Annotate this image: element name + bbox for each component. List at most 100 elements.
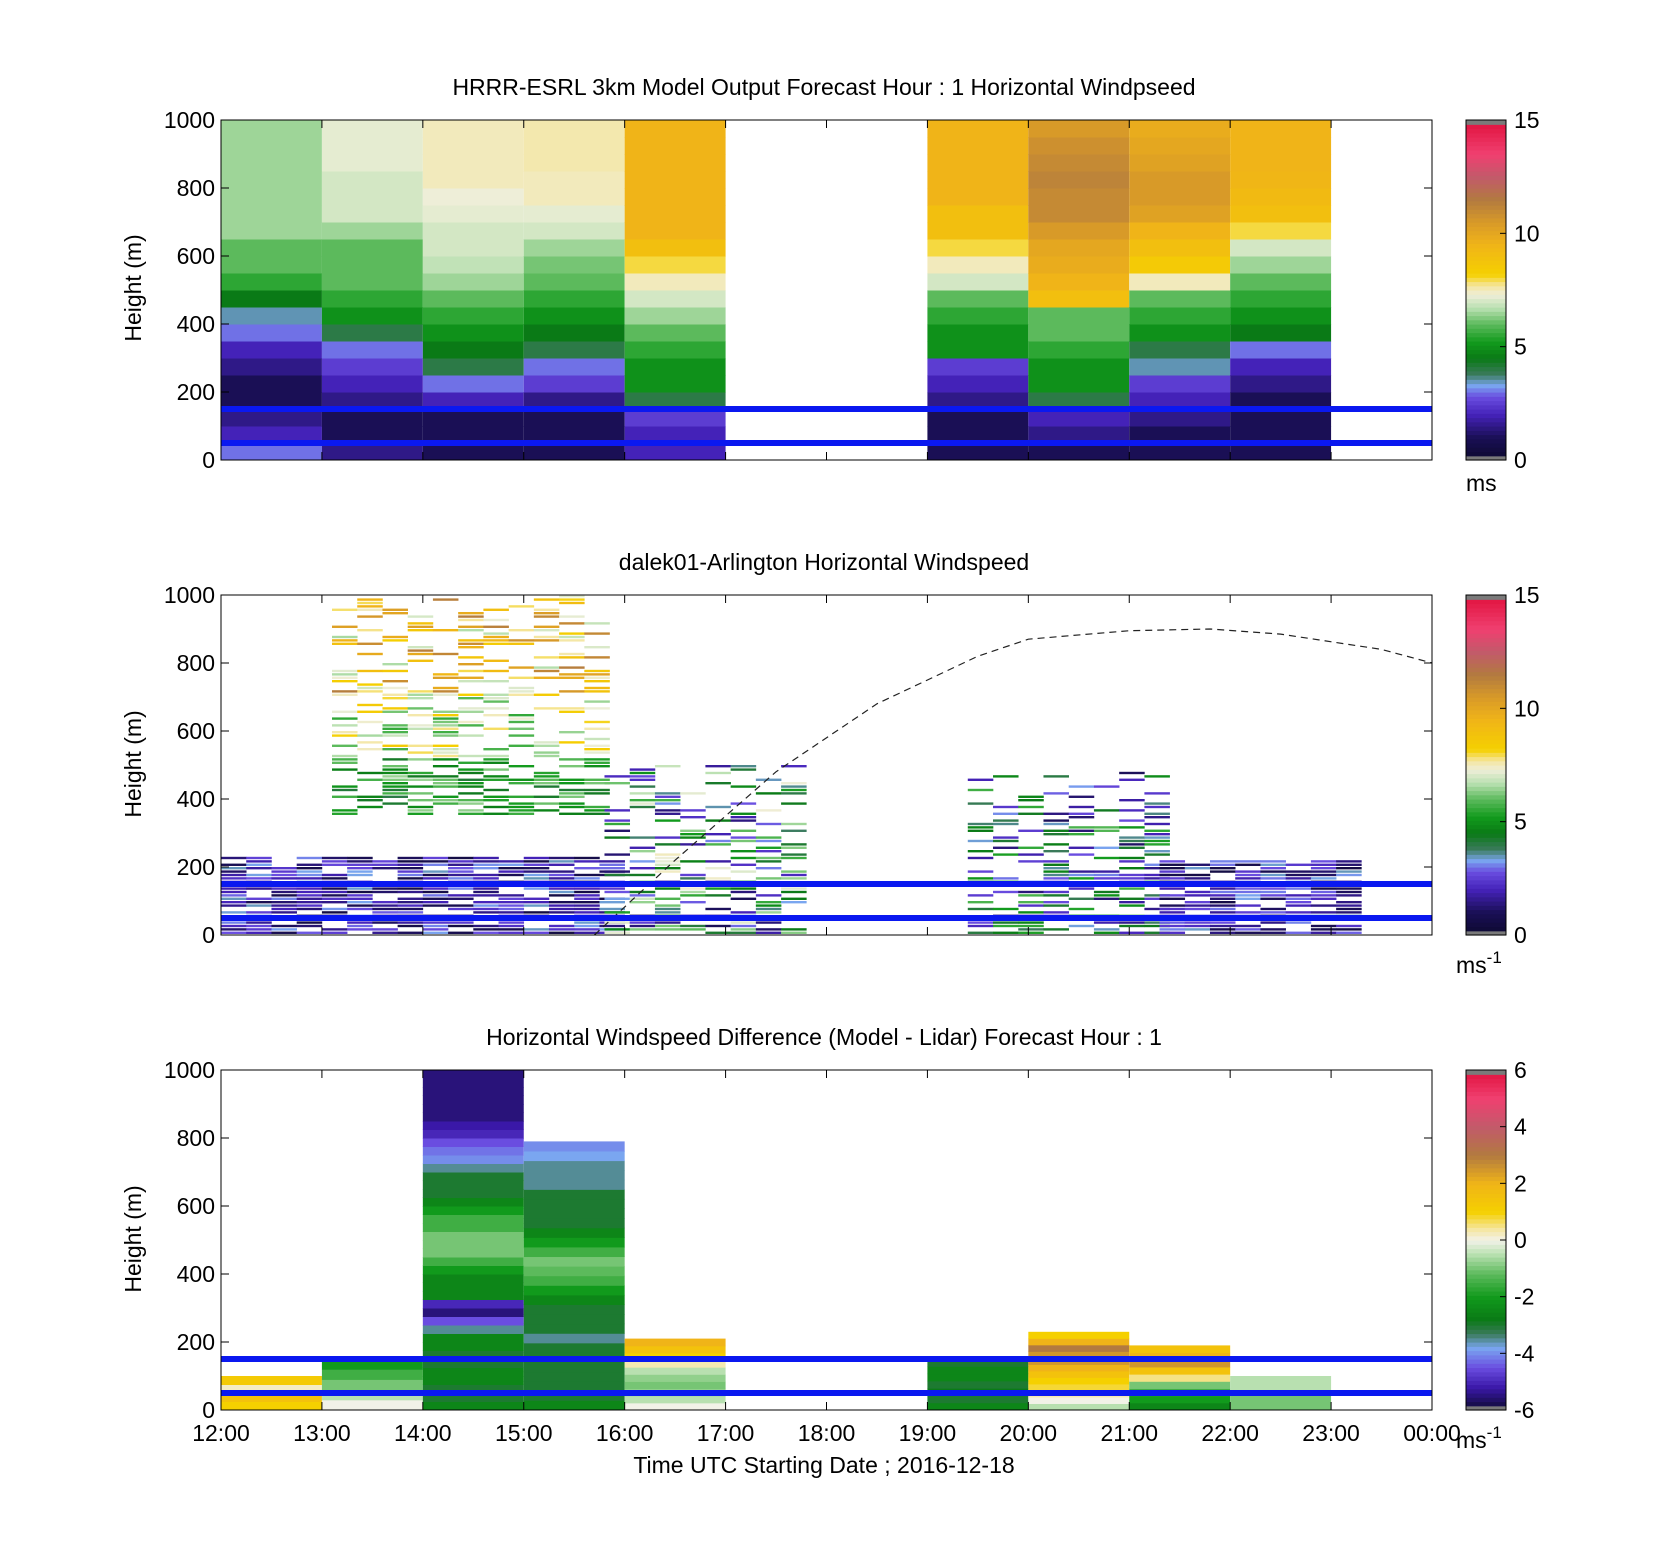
heatmap-cell xyxy=(624,443,726,461)
lidar-streak xyxy=(523,901,550,904)
lidar-streak xyxy=(1209,890,1236,894)
colorbar-band xyxy=(1466,1333,1506,1339)
lidar-streak xyxy=(1159,924,1186,928)
lidar-streak xyxy=(296,931,323,934)
heatmap-cell xyxy=(523,120,625,138)
lidar-streak xyxy=(548,901,575,904)
lidar-streak xyxy=(548,860,575,863)
lidar-streak xyxy=(407,659,434,662)
colorbar-band xyxy=(1466,671,1506,677)
lidar-streak xyxy=(1093,931,1120,934)
colorbar-tick-label: 10 xyxy=(1514,220,1540,246)
lidar-streak xyxy=(432,748,459,751)
colorbar-band xyxy=(1466,1167,1506,1173)
lidar-streak xyxy=(382,710,408,713)
heatmap-cell xyxy=(221,358,322,376)
lidar-streak xyxy=(508,795,535,798)
lidar-streak xyxy=(508,629,535,632)
lidar-streak xyxy=(321,860,348,863)
lidar-streak xyxy=(296,904,323,907)
lidar-streak xyxy=(458,710,484,713)
lidar-streak xyxy=(559,632,585,635)
lidar-streak xyxy=(1119,856,1145,860)
lidar-streak xyxy=(296,867,323,870)
lidar-streak xyxy=(1093,877,1120,880)
lidar-streak xyxy=(1336,890,1362,894)
lidar-streak xyxy=(221,904,247,907)
lidar-streak xyxy=(654,795,681,798)
lidar-streak xyxy=(382,782,408,785)
lidar-streak xyxy=(347,870,373,873)
lidar-streak xyxy=(1119,846,1145,849)
heatmap-cell xyxy=(422,1350,524,1360)
lidar-streak xyxy=(1235,863,1261,866)
colorbar-band xyxy=(1466,1180,1506,1186)
lidar-streak xyxy=(967,894,994,897)
lidar-streak xyxy=(483,680,509,683)
colorbar-band xyxy=(1466,290,1506,295)
lidar-streak xyxy=(1043,822,1069,826)
heatmap-cell xyxy=(927,290,1029,308)
lidar-streak xyxy=(473,911,499,914)
heatmap-cell xyxy=(1230,392,1332,410)
x-tick-label: 15:00 xyxy=(495,1420,553,1446)
lidar-streak xyxy=(483,754,509,758)
lidar-streak xyxy=(1068,873,1095,877)
colorbar-band xyxy=(1466,1316,1506,1322)
heatmap-cell xyxy=(624,120,726,138)
lidar-streak xyxy=(730,816,757,819)
lidar-streak xyxy=(1018,924,1044,928)
heatmap-cell xyxy=(1230,222,1332,240)
heatmap-cell xyxy=(1129,273,1231,291)
lidar-streak xyxy=(559,601,585,605)
lidar-streak xyxy=(483,768,509,771)
heatmap-cell xyxy=(422,1163,524,1173)
lidar-streak xyxy=(574,907,600,911)
lidar-streak xyxy=(372,904,398,907)
lidar-streak xyxy=(296,901,323,904)
lidar-streak xyxy=(1336,928,1362,931)
lidar-streak xyxy=(1018,805,1044,809)
colorbar-band xyxy=(1466,366,1506,372)
colorbar-band xyxy=(1466,901,1506,906)
heatmap-cell xyxy=(1129,120,1231,138)
lidar-streak xyxy=(781,877,807,880)
lidar-streak xyxy=(1144,833,1170,836)
lidar-streak xyxy=(533,656,560,659)
heatmap-cell xyxy=(523,1275,625,1286)
heatmap-cell xyxy=(221,1401,322,1411)
lidar-streak xyxy=(705,867,731,870)
y-tick-label: 600 xyxy=(177,243,215,269)
lidar-streak xyxy=(483,659,509,662)
lidar-streak xyxy=(332,673,358,676)
lidar-streak xyxy=(1093,894,1120,897)
lidar-streak xyxy=(1260,863,1286,866)
lidar-streak xyxy=(296,877,323,880)
colorbar-band xyxy=(1466,302,1506,308)
lidar-streak xyxy=(1184,921,1211,924)
lidar-streak xyxy=(432,693,459,696)
lidar-streak xyxy=(246,867,272,870)
lidar-streak xyxy=(483,727,509,730)
lidar-streak xyxy=(559,615,585,618)
colorbar-band xyxy=(1466,1367,1506,1373)
colorbar-band xyxy=(1466,1146,1506,1152)
heatmap-cell xyxy=(927,273,1029,291)
lidar-streak xyxy=(705,843,731,846)
colorbar-band xyxy=(1466,841,1506,847)
heatmap-cell xyxy=(422,426,524,444)
heatmap-cell xyxy=(422,1231,524,1241)
lidar-streak xyxy=(498,897,525,900)
lidar-streak xyxy=(523,904,550,907)
lidar-streak xyxy=(508,720,535,724)
lidar-streak xyxy=(1260,897,1286,900)
panel-difference: Horizontal Windspeed Difference (Model -… xyxy=(120,1024,1535,1478)
lidar-streak xyxy=(1209,863,1236,866)
lidar-streak xyxy=(1043,901,1069,904)
lidar-streak xyxy=(432,795,459,798)
lidar-streak xyxy=(271,873,297,877)
lidar-streak xyxy=(584,737,610,741)
lidar-streak xyxy=(458,778,484,781)
lidar-streak xyxy=(483,748,509,751)
lidar-streak xyxy=(1336,887,1362,890)
